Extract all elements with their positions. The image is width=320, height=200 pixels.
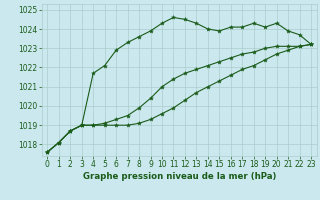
X-axis label: Graphe pression niveau de la mer (hPa): Graphe pression niveau de la mer (hPa) [83,172,276,181]
